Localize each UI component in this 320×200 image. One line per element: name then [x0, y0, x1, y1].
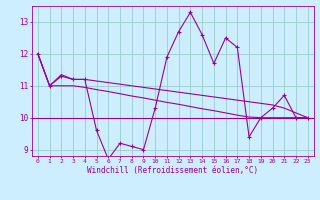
X-axis label: Windchill (Refroidissement éolien,°C): Windchill (Refroidissement éolien,°C)	[87, 166, 258, 175]
